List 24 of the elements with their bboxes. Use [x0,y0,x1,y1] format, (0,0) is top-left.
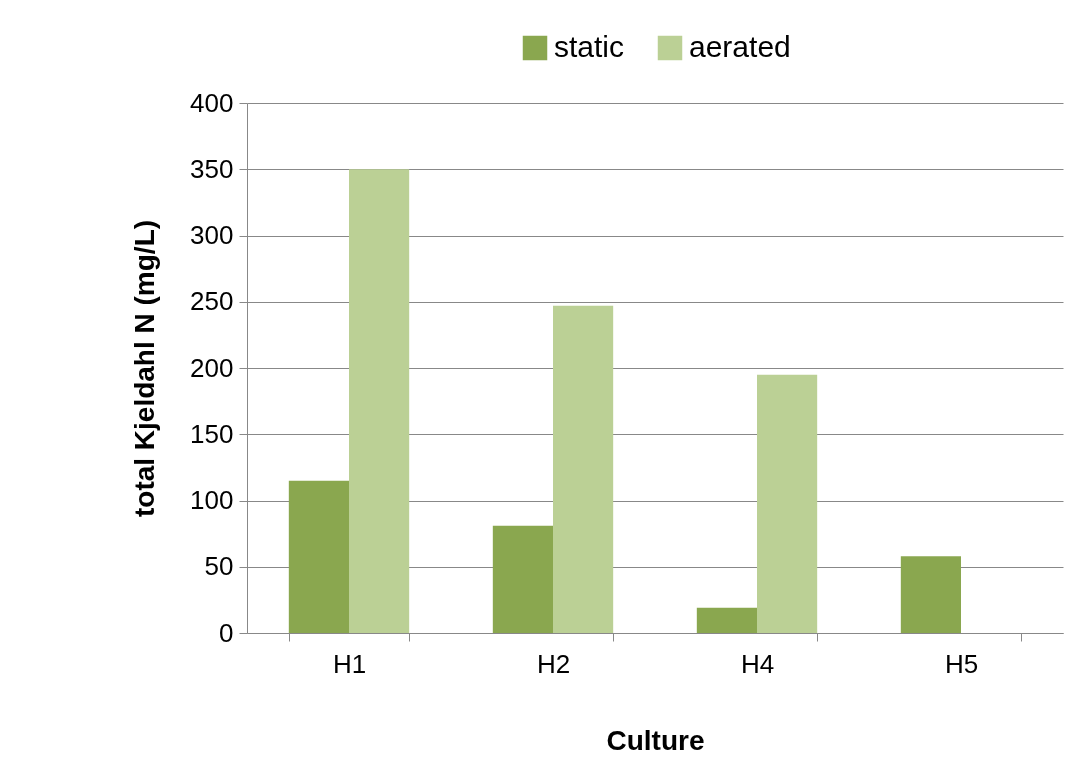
y-tick-label: 100 [190,485,234,515]
legend-label: static [554,30,625,63]
bar [288,480,349,633]
x-tick-label: H4 [740,648,775,679]
y-tick-label: 350 [190,153,234,184]
x-tick-label: H1 [332,648,367,679]
y-tick-label: 300 [190,220,234,250]
y-tick-label: 200 [190,352,234,383]
bar [696,607,757,633]
y-tick-label: 50 [204,551,234,582]
x-tick-label: H5 [944,648,979,679]
y-tick-label: 0 [219,617,234,648]
bar [492,525,553,633]
bar [349,169,410,633]
y-axis-title: total Kjeldahl N (mg/L) [129,219,161,518]
y-tick-label: 150 [190,418,234,449]
x-axis-title: Culture [606,724,705,756]
bar [900,556,961,633]
bar [553,305,614,633]
x-tick-label: H2 [536,648,571,679]
bar [757,374,818,633]
y-tick-label: 250 [190,286,234,317]
y-tick-label: 400 [190,87,234,118]
legend-label: aerated [689,30,791,63]
